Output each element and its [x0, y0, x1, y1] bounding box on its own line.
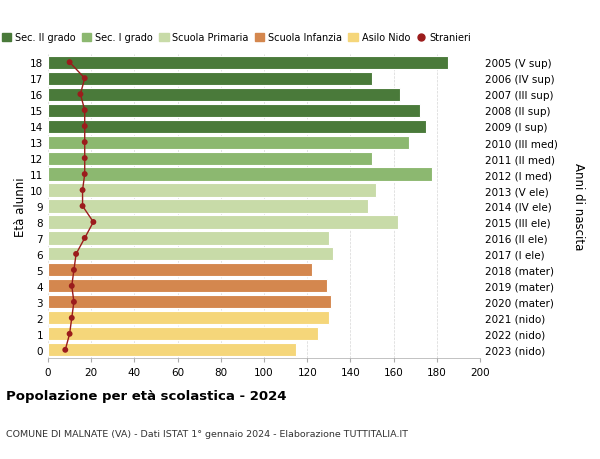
Point [69, 298, 79, 306]
Bar [48, 104, 419, 118]
Bar [48, 136, 409, 149]
Bar [48, 328, 318, 341]
Point [80, 123, 89, 130]
Bar [48, 73, 372, 85]
Bar [48, 184, 376, 197]
Bar [48, 248, 333, 261]
Y-axis label: Età alunni: Età alunni [14, 177, 27, 236]
Bar [48, 296, 331, 309]
Bar [48, 232, 329, 245]
Point [67, 314, 77, 322]
Point [67, 283, 77, 290]
Point [78, 203, 88, 210]
Point [80, 107, 89, 115]
Point [65, 59, 74, 67]
Bar [48, 216, 398, 229]
Point [89, 219, 98, 226]
Point [78, 187, 88, 194]
Point [69, 267, 79, 274]
Point [80, 235, 89, 242]
Bar [48, 200, 368, 213]
Bar [48, 152, 372, 165]
Point [80, 155, 89, 162]
Text: COMUNE DI MALNATE (VA) - Dati ISTAT 1° gennaio 2024 - Elaborazione TUTTITALIA.IT: COMUNE DI MALNATE (VA) - Dati ISTAT 1° g… [6, 429, 408, 438]
Legend: Sec. II grado, Sec. I grado, Scuola Primaria, Scuola Infanzia, Asilo Nido, Stran: Sec. II grado, Sec. I grado, Scuola Prim… [0, 29, 475, 47]
Bar [48, 312, 329, 325]
Point [71, 251, 81, 258]
Point [76, 91, 85, 99]
Y-axis label: Anni di nascita: Anni di nascita [572, 163, 584, 250]
Bar [48, 168, 433, 181]
Point [80, 139, 89, 146]
Point [80, 171, 89, 179]
Point [65, 330, 74, 338]
Text: Popolazione per età scolastica - 2024: Popolazione per età scolastica - 2024 [6, 389, 287, 403]
Point [80, 75, 89, 83]
Bar [48, 89, 400, 101]
Bar [48, 343, 296, 357]
Bar [48, 56, 448, 70]
Point [61, 347, 70, 354]
Bar [48, 280, 326, 293]
Bar [48, 264, 311, 277]
Bar [48, 120, 426, 134]
